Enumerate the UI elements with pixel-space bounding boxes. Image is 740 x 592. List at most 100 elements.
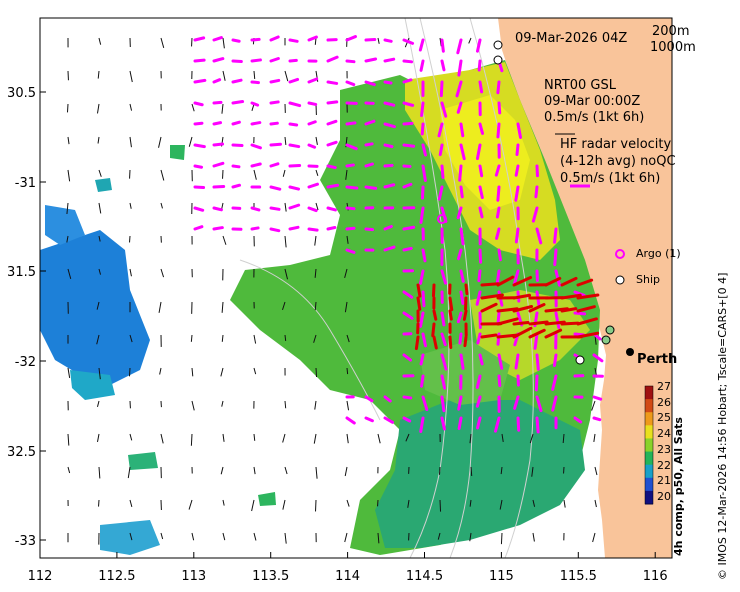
velocity-arrow bbox=[437, 532, 441, 540]
model-arrow bbox=[269, 100, 280, 105]
velocity-arrow bbox=[188, 136, 193, 147]
model-arrow bbox=[535, 395, 543, 413]
model-arrow bbox=[269, 206, 281, 211]
velocity-arrow bbox=[253, 334, 257, 344]
radar-arrow bbox=[512, 305, 534, 313]
velocity-arrow bbox=[284, 334, 287, 342]
model-arrow bbox=[459, 353, 465, 370]
model-arrow bbox=[269, 227, 281, 233]
velocity-arrow bbox=[129, 499, 133, 508]
velocity-arrow bbox=[284, 202, 287, 212]
model-arrow bbox=[495, 206, 501, 219]
radar-arrow bbox=[480, 293, 504, 300]
coastal-marker bbox=[493, 55, 503, 65]
x-tick-label: 115.5 bbox=[560, 569, 597, 584]
velocity-arrow bbox=[284, 70, 289, 82]
velocity-arrow bbox=[66, 235, 69, 243]
radar-arrow bbox=[448, 335, 453, 350]
model-arrow bbox=[534, 374, 539, 392]
velocity-arrow bbox=[222, 37, 225, 49]
velocity-arrow bbox=[313, 433, 317, 444]
model-arrow bbox=[554, 311, 561, 330]
y-tick-label: 30.5 bbox=[7, 86, 36, 101]
velocity-arrow bbox=[344, 532, 348, 543]
velocity-arrow bbox=[594, 466, 598, 476]
x-tick-label: 114 bbox=[335, 569, 360, 584]
velocity-arrow bbox=[66, 202, 69, 215]
model-arrow bbox=[440, 416, 446, 431]
model-arrow bbox=[475, 143, 482, 161]
model-arrow bbox=[307, 227, 319, 232]
model-arrow bbox=[212, 206, 223, 212]
model-arrow bbox=[455, 80, 463, 98]
model-arrow bbox=[383, 122, 396, 129]
model-arrow bbox=[383, 163, 394, 168]
model-arrow bbox=[476, 416, 482, 430]
velocity-arrow bbox=[98, 169, 102, 177]
velocity-arrow bbox=[222, 433, 225, 442]
model-arrow bbox=[420, 101, 425, 117]
model-arrow bbox=[421, 290, 426, 308]
colorbar-segment bbox=[645, 477, 653, 492]
velocity-arrow bbox=[315, 202, 319, 211]
velocity-arrow bbox=[313, 334, 317, 343]
model-arrow bbox=[402, 311, 414, 320]
y-tick-label: -33 bbox=[15, 534, 36, 549]
model-arrow bbox=[307, 206, 318, 213]
radar-arrow bbox=[560, 276, 578, 287]
argo-legend-icon bbox=[615, 249, 625, 259]
model-arrow bbox=[383, 101, 396, 107]
velocity-arrow bbox=[282, 301, 286, 311]
velocity-arrow bbox=[96, 103, 100, 114]
radar-arrow bbox=[464, 283, 469, 296]
model-arrow bbox=[497, 248, 502, 262]
velocity-arrow bbox=[500, 532, 503, 545]
model-arrow bbox=[231, 120, 241, 126]
y-tick-label: 32.5 bbox=[7, 445, 36, 460]
model-arrow bbox=[497, 101, 502, 115]
model-arrow bbox=[475, 374, 482, 389]
velocity-arrow bbox=[314, 37, 317, 45]
model-arrow bbox=[440, 353, 448, 371]
model-arrow bbox=[326, 140, 338, 147]
velocity-arrow bbox=[346, 334, 350, 343]
velocity-arrow bbox=[191, 103, 195, 112]
model-arrow bbox=[551, 395, 558, 412]
velocity-arrow bbox=[158, 136, 162, 148]
velocity-arrow bbox=[562, 433, 565, 444]
velocity-arrow bbox=[346, 433, 349, 444]
velocity-arrow bbox=[405, 433, 410, 442]
model-arrow bbox=[496, 80, 501, 95]
radar-arrow bbox=[576, 305, 596, 313]
model-arrow bbox=[459, 143, 466, 161]
velocity-arrow bbox=[592, 532, 596, 543]
radar-arrow bbox=[431, 322, 436, 338]
radar-arrow bbox=[560, 321, 580, 326]
velocity-arrow bbox=[532, 532, 535, 542]
radar-label-1: HF radar velocity bbox=[560, 137, 672, 152]
velocity-arrow bbox=[501, 433, 504, 443]
model-arrow bbox=[288, 77, 300, 84]
velocity-arrow bbox=[160, 202, 163, 209]
model-arrow bbox=[459, 227, 465, 246]
velocity-arrow bbox=[67, 367, 71, 378]
model-arrow bbox=[573, 311, 587, 316]
model-arrow bbox=[402, 59, 414, 64]
model-arrow bbox=[250, 121, 262, 126]
model-arrow bbox=[307, 35, 318, 42]
model-arrow bbox=[345, 80, 356, 87]
model-arrow bbox=[307, 101, 318, 106]
velocity-arrow bbox=[98, 367, 101, 380]
velocity-arrow bbox=[470, 466, 473, 477]
model-arrow bbox=[193, 206, 205, 212]
velocity-arrow bbox=[284, 532, 287, 544]
model-arrow bbox=[326, 164, 337, 170]
radar-arrow bbox=[560, 293, 582, 300]
y-axis-ticks: 30.5 -31 31.5 -32 32.5 -33 bbox=[7, 86, 46, 549]
model-arrow bbox=[478, 185, 484, 200]
model-arrow bbox=[345, 143, 358, 151]
radar-arrow bbox=[512, 326, 533, 339]
model-arrow bbox=[478, 206, 484, 219]
radar-arrow bbox=[432, 335, 438, 350]
model-arrow bbox=[497, 353, 504, 370]
